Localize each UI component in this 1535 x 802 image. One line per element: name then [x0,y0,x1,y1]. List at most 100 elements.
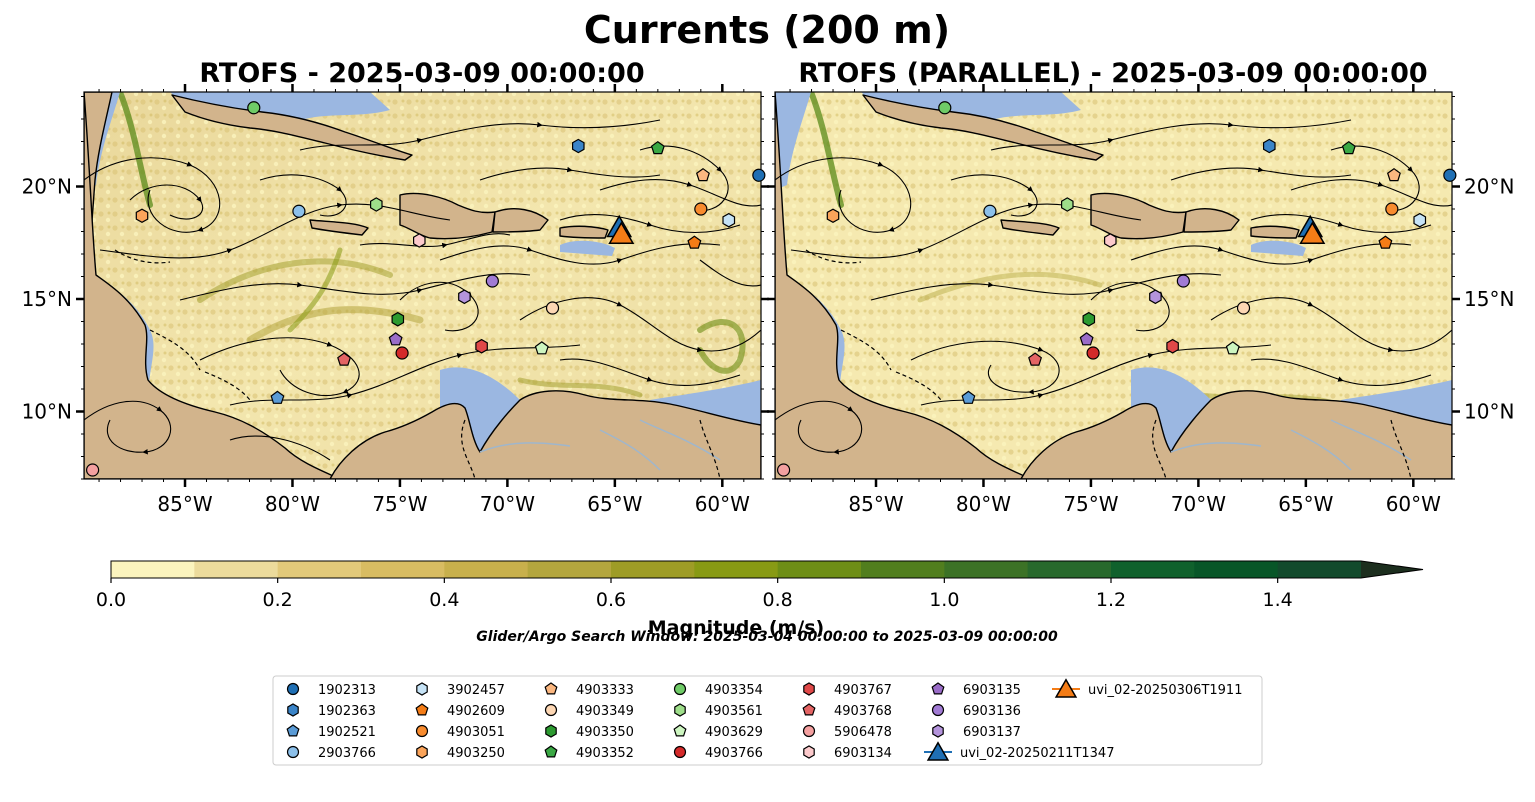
legend-marker-1902313 [286,682,300,696]
float-marker-6903135 [1079,332,1094,346]
colorbar-tick-label: 1.0 [929,589,959,611]
colorbar-bin [111,561,195,578]
float-marker-4903333 [695,167,710,182]
legend-label: 2903766 [318,746,376,761]
legend-label: 4903354 [705,683,763,698]
legend-label: 4903350 [576,725,634,740]
float-marker-3902457 [722,212,736,228]
colorbar-tick-label: 0.6 [596,589,626,611]
float-marker-4903051 [1385,202,1399,216]
float-marker-1902363 [571,138,585,154]
float-marker-6903137 [458,289,471,305]
legend-label: 4903561 [705,704,763,719]
x-tick-label: 70°W [480,492,535,516]
streamlines [84,119,761,461]
float-markers [85,101,766,477]
legend-label: 4903768 [834,704,892,719]
legend-marker-1902521 [286,724,300,737]
x-tick-label: 60°W [1386,492,1441,516]
legend-marker-4903766 [673,745,687,759]
legend-marker-4903051 [415,724,429,738]
glider-marker-uvi_02-20250306T1911 [608,221,635,244]
colorbar-bin [194,561,279,578]
legend-marker-4903767 [803,682,815,696]
float-marker-4903767 [475,338,488,354]
float-marker-4903768 [1028,352,1043,366]
rivers [479,419,721,471]
legend-marker-4903352 [544,745,558,758]
glider-marker-uvi_02-20250306T1911 [1299,221,1326,244]
legend-marker-3902457 [416,682,428,696]
legend-marker-4903561 [674,703,686,717]
x-tick-label: 75°W [1063,492,1118,516]
x-tick-label: 60°W [695,492,750,516]
map-rtofs-parallel: RTOFS (PARALLEL) - 2025-03-09 00:00:00 [767,58,1514,516]
search-window-note: Glider/Argo Search Window: 2025-03-04 00… [476,629,1058,645]
colorbar-bin [944,561,1029,578]
legend-marker-4903250 [416,745,428,759]
legend-label: 4903051 [447,725,505,740]
rivers [1170,419,1412,471]
legend-label: 6903134 [834,746,892,761]
land [84,92,761,479]
float-marker-4903350 [1082,311,1096,327]
legend-marker-4903333 [544,682,558,695]
colorbar-bin [777,561,862,578]
float-marker-4903352 [1341,140,1356,155]
colorbar-bin [1111,561,1195,578]
legend: 1902313 1902363 1902521 2903766 3902457 49026… [272,675,1263,766]
legend-label: 4903352 [576,746,634,761]
colorbar-outline [110,560,1424,579]
colorbar-tick-label: 0.0 [96,589,126,611]
float-marker-4903250 [826,208,840,223]
legend-label: 1902313 [318,683,376,698]
x-tick-label: 80°W [956,492,1011,516]
legend-marker-2903766 [286,745,300,759]
float-marker-4903768 [337,352,352,366]
streamlines [775,119,1452,455]
colorbar-tick-label: 0.8 [763,589,793,611]
map-frame [83,91,762,480]
float-marker-1902521 [270,390,285,404]
legend-label: 4902609 [447,704,505,719]
figure-title: Currents (200 m) [584,8,950,52]
legend-marker-uvi_02-20250306T1911 [1054,678,1078,698]
float-marker-4903354 [247,101,261,115]
y-tick-label: 15°N [1464,287,1514,311]
colorbar-bin [861,561,945,578]
float-marker-5906478 [776,463,791,477]
float-marker-4902609 [1378,235,1393,249]
legend-label: 4903349 [576,704,634,719]
colorbar-bin [1277,561,1362,578]
colorbar-bin [527,561,612,578]
colorbar-bin [694,561,779,578]
float-marker-2903766 [983,204,997,218]
float-marker-6903136 [485,274,499,288]
float-marker-1902363 [1262,138,1276,154]
legend-marker-6903136 [931,703,945,717]
colorbar-tick-label: 1.2 [1096,589,1126,611]
float-marker-4903352 [650,140,665,155]
x-tick-label: 65°W [1278,492,1333,516]
borders [114,249,721,479]
legend-marker-4902609 [415,703,429,716]
x-tick-label: 70°W [1171,492,1226,516]
colorbar-bin [277,561,362,578]
float-marker-1902313 [752,168,766,182]
legend-label: 4903766 [705,746,763,761]
borders [805,249,1412,479]
float-marker-4903349 [545,301,560,315]
y-tick-label: 10°N [1464,400,1514,424]
legend-label: 6903137 [963,725,1021,740]
colorbar: 0.0 0.2 0.4 0.6 0.8 1.0 1.2 1.4 [96,560,1424,611]
x-tick-label: 85°W [848,492,903,516]
float-marker-4903629 [1225,341,1240,355]
float-marker-4903350 [391,311,405,327]
float-marker-5906478 [85,463,100,477]
legend-marker-4903768 [802,703,816,716]
float-marker-6903137 [1149,289,1162,305]
float-markers [776,101,1457,477]
float-marker-6903134 [413,233,426,248]
legend-marker-4903349 [544,703,558,717]
legend-label: 6903136 [963,704,1021,719]
